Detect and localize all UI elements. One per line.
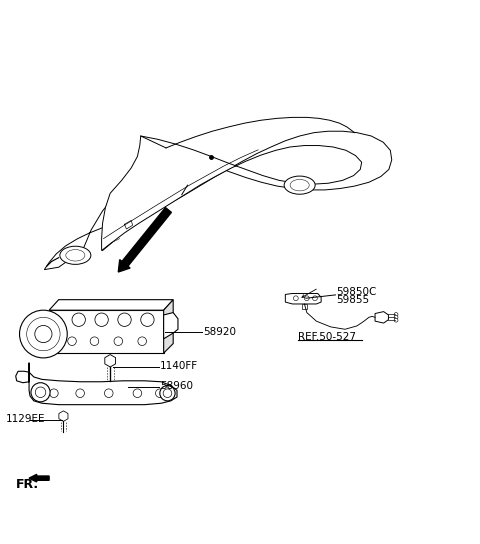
Circle shape	[133, 389, 142, 398]
Polygon shape	[44, 131, 392, 270]
Polygon shape	[302, 304, 307, 309]
Circle shape	[72, 313, 85, 326]
Circle shape	[118, 313, 131, 326]
Circle shape	[35, 325, 52, 343]
FancyArrow shape	[29, 474, 49, 482]
Circle shape	[76, 389, 84, 398]
Ellipse shape	[60, 246, 91, 264]
Circle shape	[394, 313, 398, 317]
Polygon shape	[285, 293, 321, 304]
Circle shape	[156, 389, 164, 398]
Text: 1129EE: 1129EE	[6, 414, 46, 424]
Text: 1140FF: 1140FF	[160, 362, 198, 372]
Text: FR.: FR.	[16, 478, 39, 491]
Circle shape	[138, 337, 146, 345]
Circle shape	[35, 387, 46, 398]
Polygon shape	[375, 312, 388, 323]
Circle shape	[114, 337, 122, 345]
Circle shape	[31, 383, 50, 402]
Text: 58960: 58960	[160, 381, 193, 391]
Circle shape	[49, 389, 58, 398]
Polygon shape	[59, 411, 68, 422]
Polygon shape	[164, 313, 178, 339]
Text: 58920: 58920	[203, 326, 236, 337]
Polygon shape	[49, 300, 173, 310]
Circle shape	[105, 389, 113, 398]
Text: 59850C: 59850C	[336, 287, 377, 297]
Circle shape	[141, 313, 154, 326]
Circle shape	[293, 296, 298, 301]
Circle shape	[304, 296, 309, 301]
Circle shape	[68, 337, 76, 345]
Circle shape	[95, 313, 108, 326]
Polygon shape	[102, 136, 362, 251]
Circle shape	[90, 337, 99, 345]
Polygon shape	[49, 310, 164, 353]
Text: REF.50-527: REF.50-527	[298, 332, 356, 342]
Circle shape	[20, 310, 67, 358]
Ellipse shape	[66, 250, 85, 261]
Text: 59855: 59855	[336, 295, 370, 305]
Polygon shape	[164, 300, 173, 353]
Ellipse shape	[290, 180, 309, 191]
Circle shape	[394, 318, 398, 322]
Polygon shape	[16, 363, 177, 405]
FancyArrow shape	[118, 208, 171, 272]
Circle shape	[394, 316, 398, 319]
Circle shape	[312, 296, 317, 301]
Ellipse shape	[284, 176, 315, 194]
Polygon shape	[105, 355, 116, 367]
Circle shape	[160, 386, 175, 401]
Circle shape	[163, 389, 172, 398]
Circle shape	[27, 317, 60, 351]
